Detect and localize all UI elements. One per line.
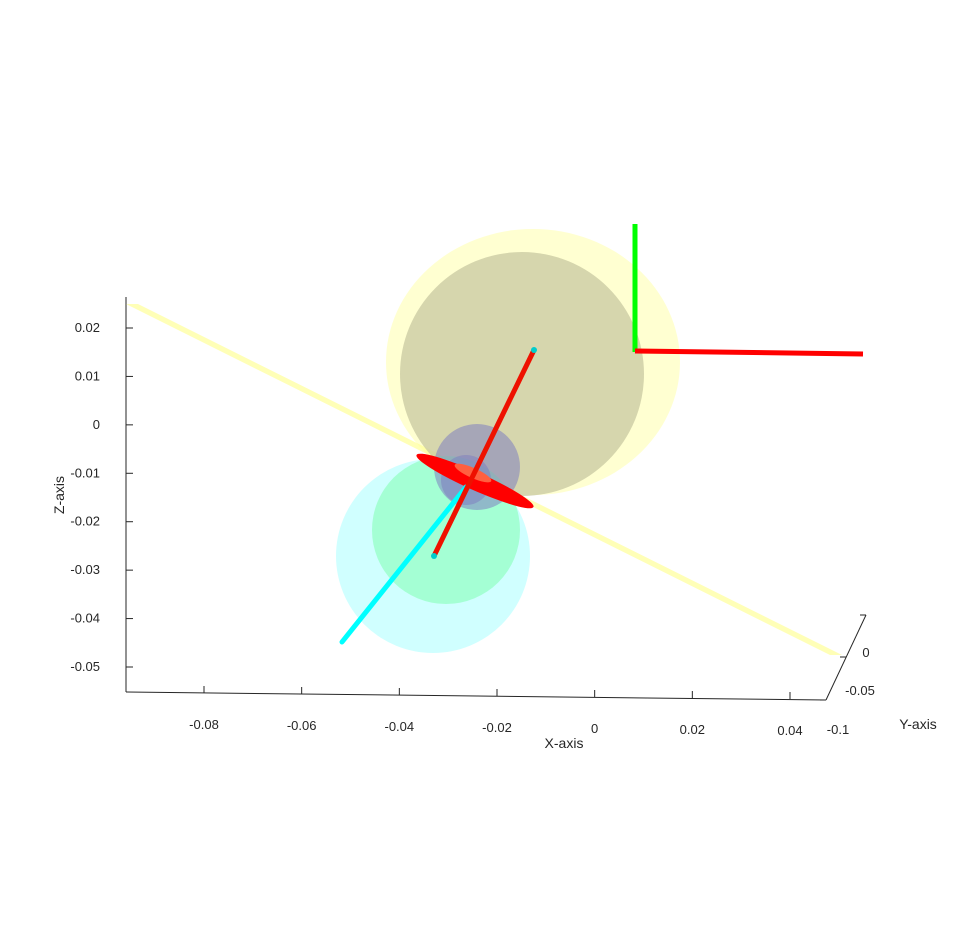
z-tick-label: 0.01 [75, 368, 100, 383]
x-axis-line [125, 691, 827, 701]
y-axis-label: Y-axis [899, 716, 937, 732]
scene [126, 224, 864, 655]
y-tick-label: -0.1 [827, 722, 849, 737]
z-tick-label: -0.04 [70, 611, 100, 626]
red-disc [416, 453, 534, 509]
y-tick-label: 0 [862, 645, 869, 660]
z-tick-label: -0.03 [70, 562, 100, 577]
z-tick-label: -0.02 [70, 514, 100, 529]
x-tick-label: 0.04 [777, 723, 802, 738]
y-axis-ticks: -0.1 -0.05 0 [820, 614, 875, 737]
z-axis-label: Z-axis [51, 476, 67, 514]
x-tick-label: -0.04 [385, 719, 415, 734]
y-tick-label: -0.05 [845, 683, 875, 698]
red-link-start-marker [431, 553, 437, 559]
frame-red-axis [634, 348, 864, 357]
x-tick-label: 0.02 [680, 722, 705, 737]
red-link [431, 347, 537, 559]
z-axis-ticks: 0.02 0.01 0 -0.01 -0.02 -0.03 -0.04 -0.05 [70, 320, 133, 674]
z-tick-label: -0.05 [70, 659, 100, 674]
z-tick-label: 0 [93, 417, 100, 432]
x-tick-label: -0.08 [189, 717, 219, 732]
x-tick-label: 0 [591, 721, 598, 736]
z-tick-label: -0.01 [70, 465, 100, 480]
x-tick-label: -0.02 [482, 720, 512, 735]
x-tick-label: -0.06 [287, 718, 317, 733]
cyan-link [339, 484, 469, 645]
x-axis-ticks: -0.08 -0.06 -0.04 -0.02 0 0.02 0.04 [189, 686, 803, 738]
x-axis-label: X-axis [545, 735, 584, 751]
red-link-end-marker [531, 347, 537, 353]
z-tick-label: 0.02 [75, 320, 100, 335]
